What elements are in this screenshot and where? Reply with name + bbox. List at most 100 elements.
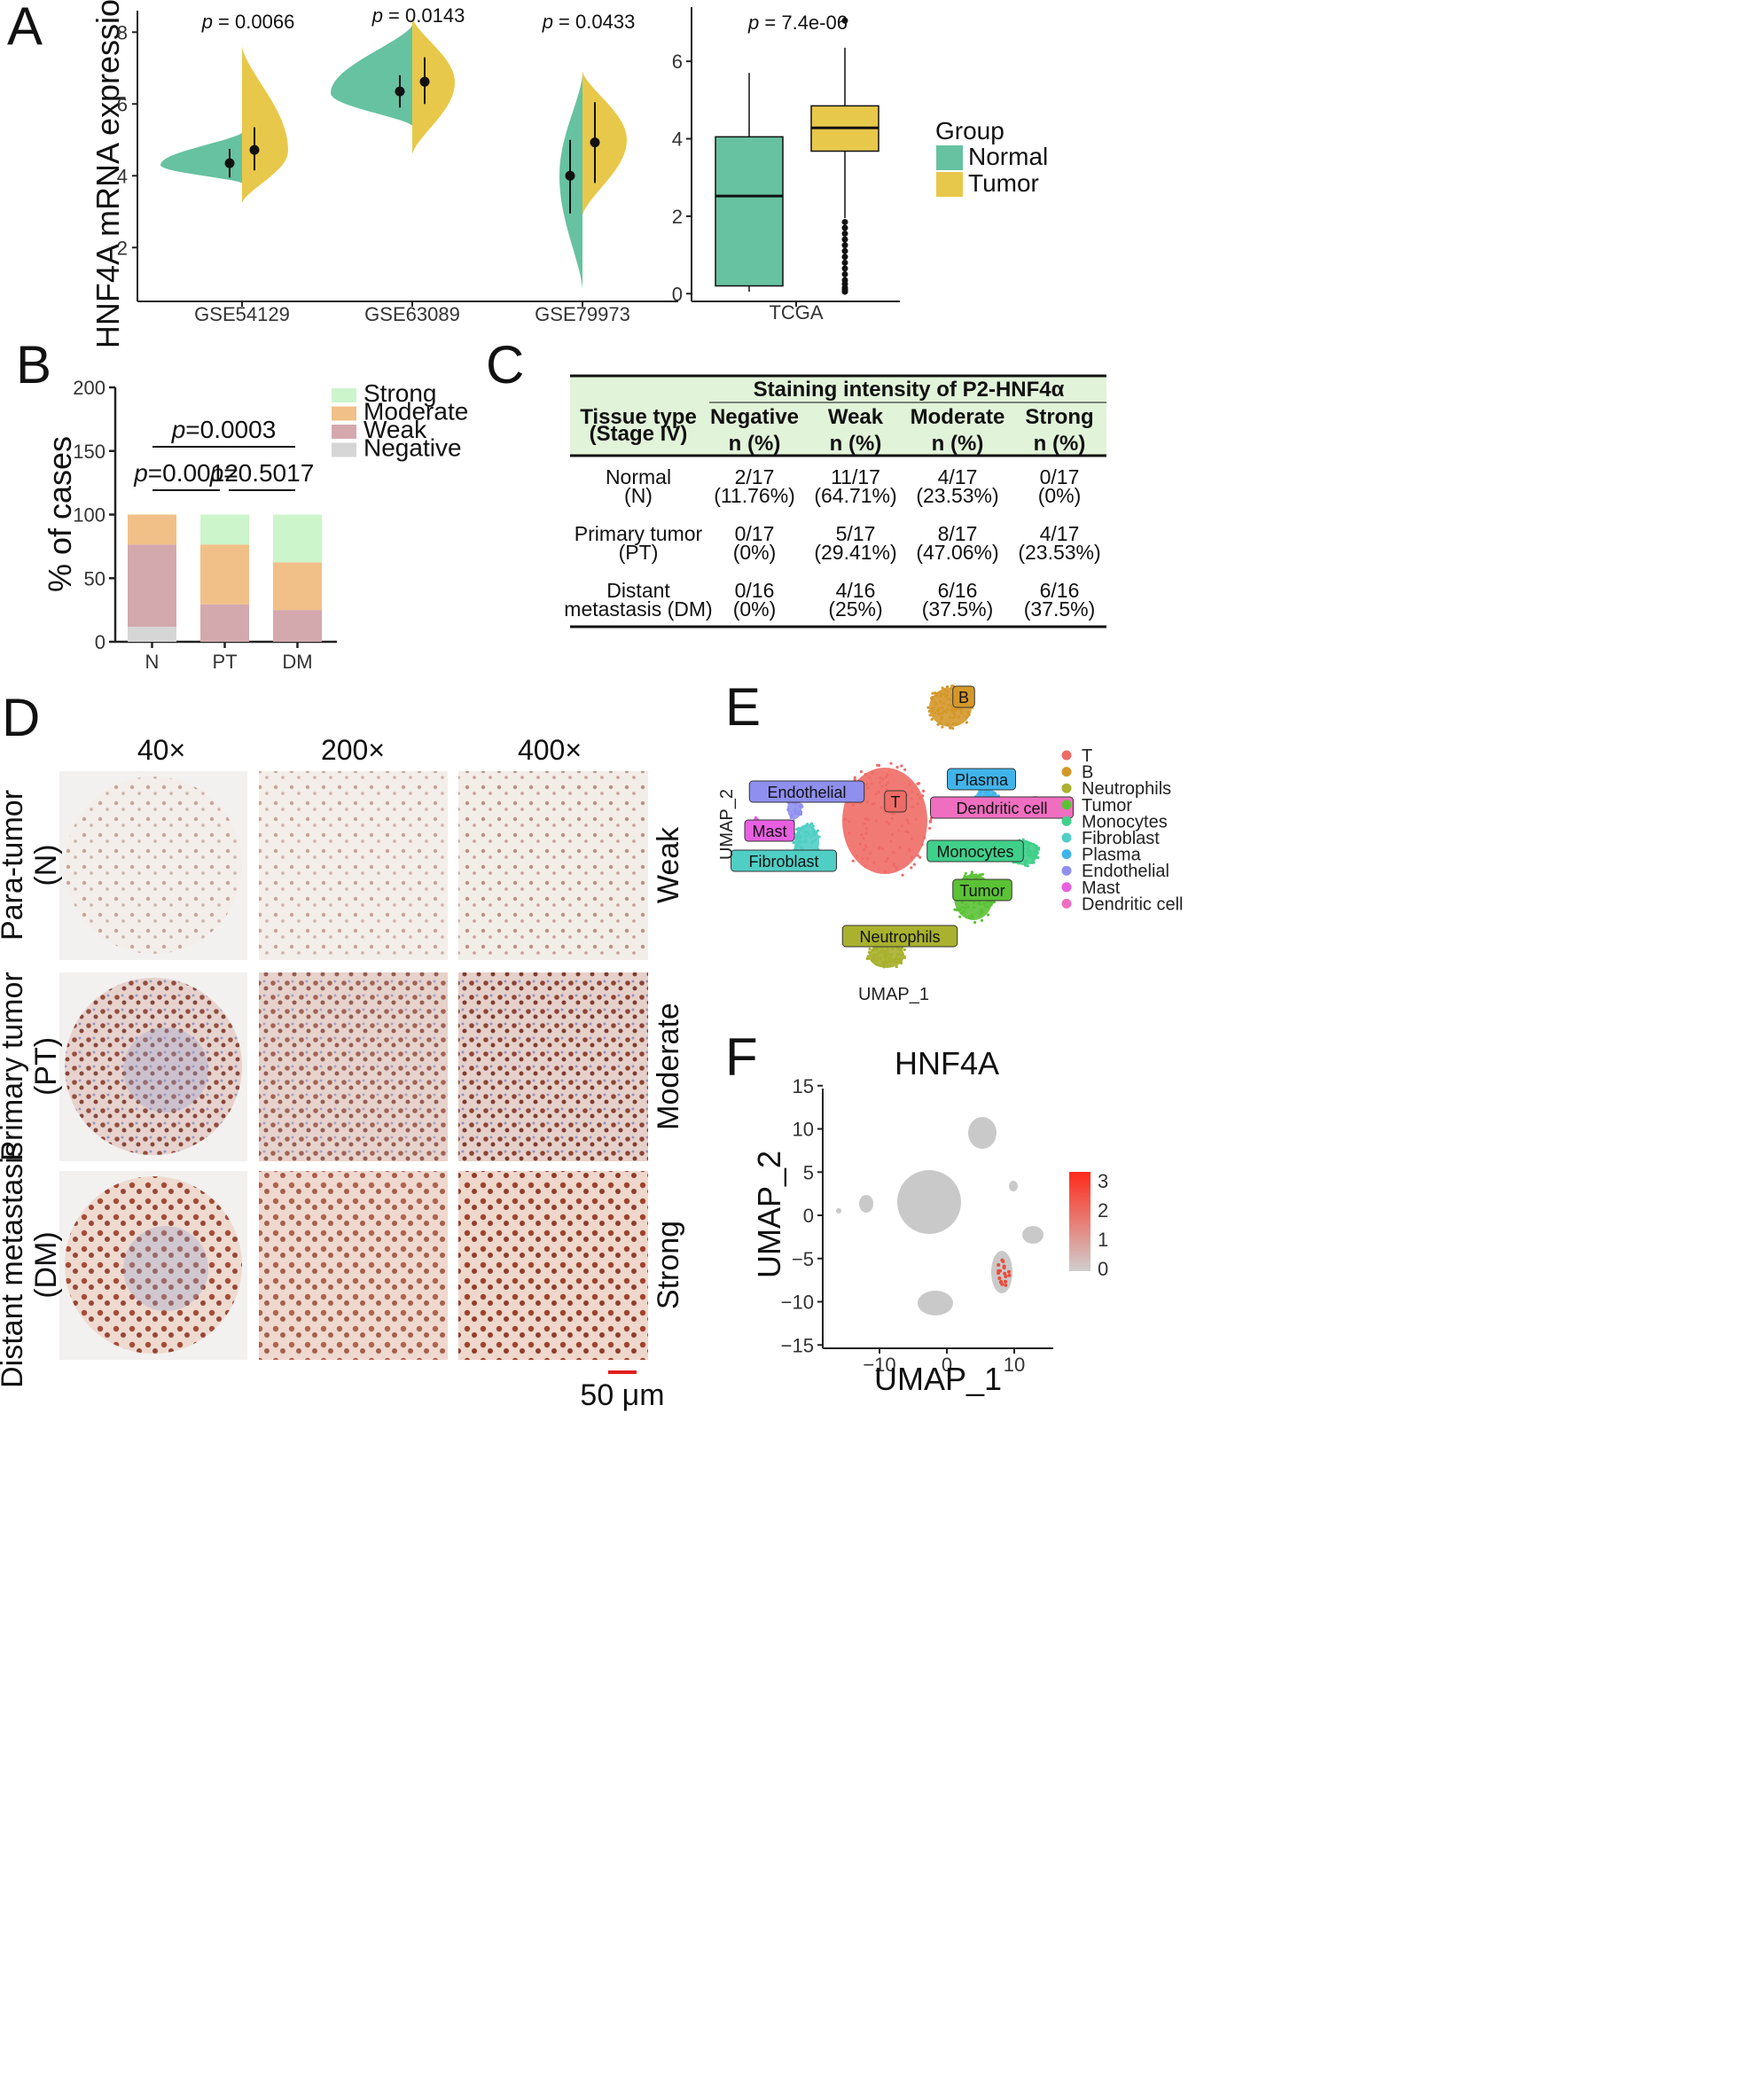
legend-normal-label: Normal [968, 143, 1048, 170]
table-cell-count: 2/17 [735, 465, 775, 488]
stroma-region [123, 1226, 208, 1311]
table-row-tissue-sub: (PT) [619, 541, 659, 564]
svg-text:Monocytes: Monocytes [936, 843, 1013, 861]
umap-f-expressing-cell [1001, 1260, 1005, 1263]
table-row-tissue-sub: metastasis (DM) [564, 597, 712, 621]
umap-f-cluster [836, 1208, 841, 1214]
table-col-unit: n (%) [729, 432, 781, 456]
tissue-texture [259, 972, 448, 1161]
table-cell-count: 4/16 [836, 579, 876, 602]
histology-row-label: Primary tumor(PT) [0, 972, 63, 1160]
umap-f-expressing-cell [1004, 1283, 1008, 1287]
umap-legend-label: T [1082, 746, 1092, 766]
umap-cluster-t [842, 761, 934, 877]
bar-legend-swatch [332, 406, 356, 421]
umap-f-ytick-label: −15 [781, 1334, 814, 1356]
box-chart: 0 2 4 6 p = 7.4e-06 TCGA [672, 7, 900, 324]
histology-intensity-label: Strong [652, 1221, 685, 1309]
bar-ytick-label: 150 [73, 441, 106, 463]
table-cell-percent: (25%) [828, 597, 882, 621]
violin-xtick-label: GSE79973 [535, 303, 630, 325]
table-span-header: Staining intensity of P2-HNF4α [754, 378, 1065, 402]
umap-f-xlabel: UMAP_1 [874, 1361, 1002, 1397]
box-outlier [841, 17, 848, 24]
violin-ytick-label: 8 [117, 21, 128, 43]
umap-cluster-label: Endothelial [748, 780, 865, 803]
table-tissue-subheader: (Stage IV) [590, 422, 688, 446]
svg-text:Fibroblast: Fibroblast [748, 853, 818, 870]
violin-normal [331, 25, 412, 126]
umap-legend-label: B [1082, 763, 1093, 783]
svg-text:Tumor: Tumor [959, 882, 1004, 900]
table-cell-count: 6/16 [1040, 579, 1080, 602]
legend-title: Group [935, 117, 1004, 144]
umap-legend-dot [1061, 865, 1072, 876]
umap-clusters: TBNeutrophilsTumorMonocytesFibroblastPla… [717, 684, 1183, 1004]
box-outlier [841, 288, 848, 295]
comparison-pvalue: p=0.0012 [133, 459, 238, 487]
box-outlier [841, 224, 848, 231]
panel-label-c: C [486, 335, 524, 394]
magnification-200x: 200× [321, 734, 385, 766]
violin-mean-point [224, 158, 235, 168]
histology-row-label: Para-tumor(N) [0, 790, 63, 941]
umap-f-ylabel: UMAP_2 [751, 1151, 787, 1278]
umap-f-ytick-label: −5 [792, 1248, 814, 1270]
umap-cluster-label: Mast [744, 819, 795, 842]
umap-f-cluster [1022, 1226, 1044, 1244]
table-cell-count: 8/17 [938, 522, 978, 545]
umap-f-expressing-cell [1004, 1279, 1008, 1284]
violin-pvalue: p = 0.0143 [371, 4, 465, 27]
bar-xtick-label: PT [212, 651, 237, 673]
umap-legend-dot [1061, 750, 1072, 761]
bar-ytick-label: 50 [84, 567, 106, 589]
box-outlier [841, 230, 848, 238]
umap-f-ytick-label: 0 [803, 1205, 814, 1227]
umap-f-ytick-label: 5 [803, 1161, 814, 1183]
umap-f-cluster [1009, 1181, 1018, 1191]
umap-f-xtick-label: 10 [1004, 1354, 1025, 1376]
table-col-unit: n (%) [830, 432, 882, 456]
colorbar-tick-label: 2 [1098, 1199, 1108, 1222]
group-legend: Group Normal Tumor [935, 117, 1048, 197]
tcga-xlabel: TCGA [769, 301, 823, 324]
umap-f-cluster [918, 1291, 953, 1315]
panel-label-f: F [725, 1027, 758, 1087]
tissue-texture [458, 972, 648, 1161]
table-row-tissue-sub: (N) [624, 484, 653, 507]
violin-mean-point [565, 170, 575, 181]
umap-cluster-label: B [952, 685, 975, 708]
umap-cluster-label: Dendritic cell [930, 796, 1074, 819]
umap-f-ytick-label: 15 [793, 1075, 814, 1097]
umap-f-cluster [991, 1251, 1012, 1293]
bar-legend-label: Negative [363, 434, 462, 462]
legend-normal-swatch [936, 145, 963, 170]
bar-segment-moderate [273, 562, 322, 611]
umap-f-expressing-cell [1003, 1271, 1007, 1276]
bar-segment-strong [200, 514, 249, 545]
tissue-texture [458, 771, 648, 960]
violin-xtick-label: GSE54129 [194, 303, 290, 325]
table-row-tissue: Distant [606, 579, 670, 602]
violin-ytick-label: 6 [117, 93, 128, 115]
umap-legend-label: Tumor [1082, 796, 1132, 816]
umap-legend-label: Plasma [1082, 846, 1142, 865]
comparison-pvalue: p=0.5017 [209, 459, 315, 487]
umap-legend-label: Monocytes [1082, 812, 1168, 831]
bar-segment-strong [273, 514, 322, 563]
table-cell-percent: (23.53%) [1018, 541, 1100, 564]
magnification-400x: 400× [518, 734, 582, 766]
violin-pvalue: p = 0.0066 [201, 11, 295, 33]
svg-text:Neutrophils: Neutrophils [859, 928, 940, 946]
umap-f-ytick-label: 10 [793, 1119, 814, 1141]
table-cell-count: 0/17 [735, 522, 775, 545]
bar-segment-weak [200, 604, 249, 642]
umap-f-title: HNF4A [895, 1045, 999, 1081]
box-outlier [841, 247, 848, 254]
umap-f-cluster [968, 1117, 997, 1149]
umap-cluster-label: Plasma [947, 768, 1016, 791]
bar-ytick-label: 0 [95, 631, 106, 653]
table-tissue-header: Tissue type [580, 405, 697, 429]
panel-label-d: D [2, 688, 40, 747]
umap-e-xlabel: UMAP_1 [858, 985, 929, 1004]
